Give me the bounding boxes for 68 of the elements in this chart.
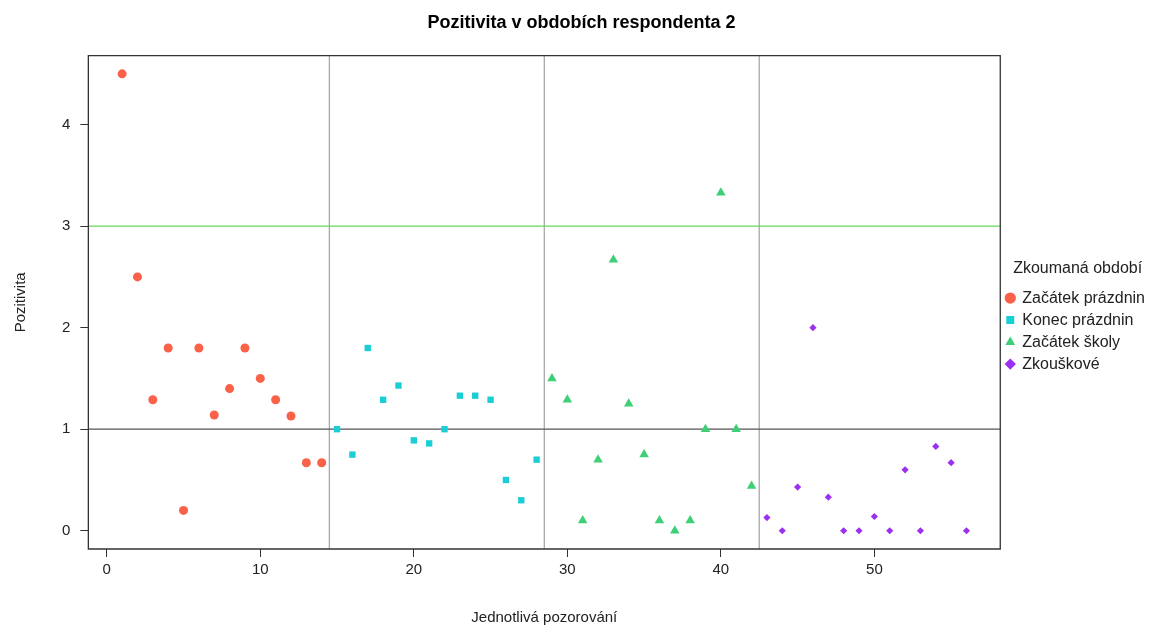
point — [209, 410, 219, 420]
y-tick-label: 0 — [62, 520, 71, 538]
legend-label: Začátek prázdnin — [1022, 288, 1145, 306]
point — [395, 382, 402, 389]
point — [654, 515, 665, 524]
point — [746, 480, 757, 489]
point — [271, 395, 281, 405]
point — [163, 343, 173, 353]
legend-title: Zkoumaná období — [1013, 259, 1143, 277]
y-tick-label: 2 — [62, 317, 71, 335]
point — [562, 394, 573, 403]
point — [425, 440, 433, 447]
point — [731, 423, 741, 432]
point — [763, 513, 771, 522]
point — [778, 527, 786, 535]
chart-title: Pozitivita v obdobích respondenta 2 — [427, 11, 736, 32]
point — [547, 372, 557, 382]
point — [593, 454, 603, 463]
point — [194, 343, 204, 353]
x-tick-label: 40 — [712, 560, 730, 578]
point — [794, 483, 802, 491]
point — [855, 527, 863, 535]
point — [809, 324, 817, 332]
point — [932, 442, 940, 451]
point — [533, 456, 540, 463]
legend-label: Zkouškové — [1022, 354, 1100, 372]
point — [148, 395, 158, 405]
point — [301, 458, 311, 468]
x-tick-label: 30 — [558, 560, 576, 578]
x-tick-label: 0 — [102, 560, 111, 578]
legend-label: Konec prázdnin — [1022, 310, 1134, 328]
y-tick-label: 3 — [62, 216, 71, 234]
x-axis-title: Jednotlivá pozorování — [471, 608, 619, 626]
point — [685, 515, 695, 524]
point — [947, 459, 955, 467]
point — [117, 69, 127, 79]
point — [870, 512, 878, 521]
x-tick-label: 10 — [251, 560, 269, 578]
point — [840, 527, 848, 535]
point — [317, 458, 327, 468]
legend-label: Začátek školy — [1022, 332, 1121, 350]
y-tick-label: 4 — [62, 114, 71, 132]
point — [608, 254, 619, 263]
point — [824, 493, 832, 501]
point — [349, 451, 356, 458]
point — [255, 373, 265, 383]
point — [577, 515, 588, 524]
point — [670, 525, 680, 534]
x-tick-label: 50 — [866, 560, 883, 578]
point — [623, 398, 634, 407]
point — [225, 384, 235, 394]
point — [916, 527, 925, 535]
point — [410, 437, 417, 444]
point — [700, 423, 711, 432]
point — [441, 426, 448, 433]
point — [639, 449, 649, 458]
point — [240, 343, 250, 353]
x-tick-label: 20 — [405, 560, 423, 578]
y-tick-label: 1 — [62, 419, 71, 437]
point — [962, 527, 971, 535]
point — [179, 505, 189, 515]
point — [886, 527, 894, 535]
point — [286, 411, 296, 421]
point — [716, 187, 726, 196]
point — [132, 272, 142, 282]
y-axis-title: Pozitivita — [11, 271, 29, 333]
point — [487, 396, 494, 403]
point — [901, 466, 909, 474]
